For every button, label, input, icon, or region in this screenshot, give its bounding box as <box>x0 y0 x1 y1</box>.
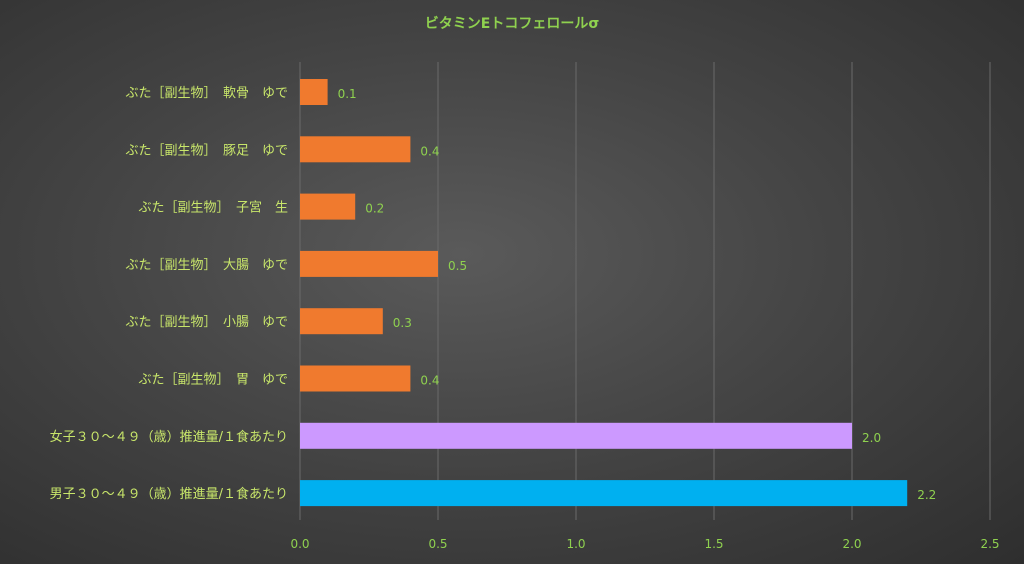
category-label: 男子３０～４９（歳）推進量/１食あたり <box>50 486 288 502</box>
bar <box>300 136 411 163</box>
category-label: ぶた［副生物］ 大腸 ゆで <box>125 258 288 273</box>
bar <box>300 193 356 220</box>
category-label: ぶた［副生物］ 豚足 ゆで <box>125 143 288 158</box>
data-label: 0.2 <box>365 202 384 216</box>
data-label: 2.2 <box>917 488 936 502</box>
bar <box>300 308 383 335</box>
x-axis-ticks: 0.0 0.5 1.0 1.5 2.0 2.5 <box>290 537 999 551</box>
x-tick-label: 0.5 <box>428 537 447 551</box>
data-label: 0.4 <box>420 144 439 158</box>
bar <box>300 250 438 277</box>
category-label: ぶた［副生物］ 小腸 ゆで <box>125 315 288 330</box>
data-label: 0.1 <box>338 87 357 101</box>
chart-title: ビタミンEトコフェロールσ <box>425 16 600 32</box>
data-labels: 0.1 0.4 0.2 0.5 0.3 0.4 2.0 2.2 <box>338 87 937 502</box>
x-tick-label: 1.0 <box>566 537 585 551</box>
data-label: 0.3 <box>393 316 412 330</box>
bar <box>300 365 411 392</box>
x-tick-label: 2.0 <box>842 537 861 551</box>
bars <box>300 79 908 507</box>
data-label: 2.0 <box>862 431 881 445</box>
category-label: ぶた［副生物］ 胃 ゆで <box>138 373 288 388</box>
data-label: 0.4 <box>420 374 439 388</box>
x-tick-label: 0.0 <box>290 537 309 551</box>
data-label: 0.5 <box>448 259 467 273</box>
bar <box>300 480 908 507</box>
bar <box>300 422 852 449</box>
gridlines <box>299 62 991 520</box>
bar <box>300 79 328 105</box>
category-label: ぶた［副生物］ 子宮 生 <box>138 200 288 216</box>
x-tick-label: 1.5 <box>704 537 723 551</box>
category-label: 女子３０～４９（歳）推進量/１食あたり <box>50 429 288 445</box>
x-tick-label: 2.5 <box>980 537 999 551</box>
category-label: ぶた［副生物］ 軟骨 ゆで <box>125 85 288 101</box>
